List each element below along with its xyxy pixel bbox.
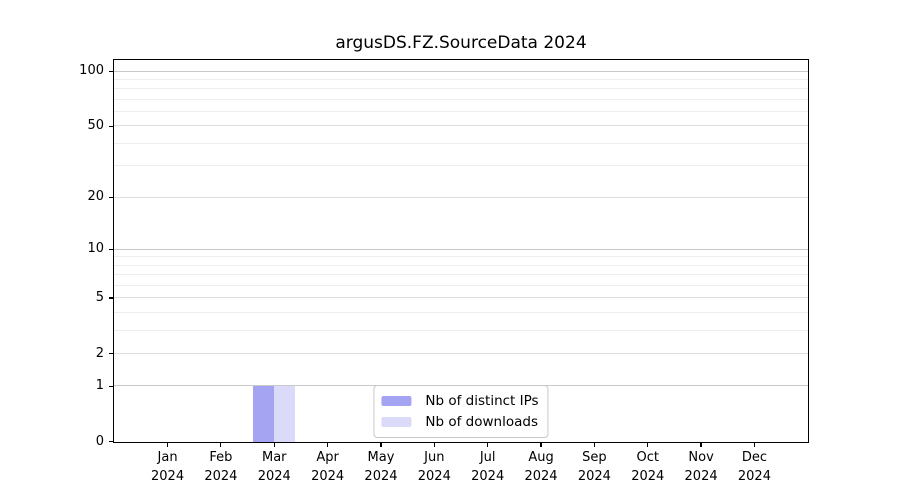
- y-tick-mark: [109, 70, 113, 72]
- y-gridline-minor: [114, 284, 808, 286]
- x-axis-tick-label: Jul 2024: [456, 449, 520, 487]
- x-tick-month: Nov: [688, 450, 714, 465]
- x-tick-month: Jun: [424, 450, 445, 465]
- y-gridline-minor: [114, 256, 808, 258]
- x-tick-month: Mar: [261, 450, 287, 465]
- x-tick-mark: [487, 443, 489, 447]
- x-tick-mark: [647, 443, 649, 447]
- plot-area: Nb of distinct IPs Nb of downloads: [113, 59, 809, 443]
- legend-swatch: [381, 396, 412, 406]
- x-axis-tick-label: Jun 2024: [402, 449, 466, 487]
- x-axis-tick-label: Feb 2024: [189, 449, 253, 487]
- y-gridline: [114, 248, 808, 250]
- y-tick-mark: [109, 441, 113, 443]
- y-gridline-minor: [114, 142, 808, 144]
- x-axis-tick-label: Sep 2024: [562, 449, 626, 487]
- legend-item-label: Nb of distinct IPs: [425, 393, 539, 409]
- y-axis-tick-label: 0: [95, 433, 104, 449]
- y-tick-mark: [109, 353, 113, 355]
- y-gridline: [114, 297, 808, 299]
- y-gridline-minor: [114, 111, 808, 113]
- y-gridline: [114, 196, 808, 198]
- x-tick-mark: [327, 443, 329, 447]
- y-tick-mark: [109, 248, 113, 250]
- x-axis-tick-label: Jan 2024: [136, 449, 200, 487]
- y-axis-tick-label: 1: [95, 378, 104, 394]
- y-gridline: [114, 352, 808, 354]
- x-tick-mark: [273, 443, 275, 447]
- x-tick-month: Apr: [316, 450, 339, 465]
- x-tick-year: 2024: [364, 468, 398, 484]
- x-tick-mark: [593, 443, 595, 447]
- x-axis-tick-label: Apr 2024: [296, 449, 360, 487]
- y-axis-tick-label: 50: [87, 118, 104, 134]
- x-tick-mark: [753, 443, 756, 447]
- x-tick-year: 2024: [577, 468, 611, 484]
- chart-title: argusDS.FZ.SourceData 2024: [335, 33, 587, 53]
- x-tick-year: 2024: [151, 468, 185, 484]
- x-tick-month: Jan: [157, 450, 178, 465]
- x-tick-year: 2024: [631, 468, 665, 484]
- x-tick-year: 2024: [204, 468, 238, 484]
- x-tick-mark: [220, 443, 222, 447]
- x-tick-mark: [433, 443, 435, 447]
- x-tick-year: 2024: [257, 468, 291, 484]
- x-tick-year: 2024: [417, 468, 451, 484]
- y-gridline-minor: [114, 88, 808, 90]
- y-gridline-minor: [114, 264, 808, 266]
- x-tick-month: Oct: [636, 450, 659, 465]
- x-axis-tick-label: Nov 2024: [669, 449, 733, 487]
- y-gridline-minor: [114, 78, 808, 80]
- y-gridline-minor: [114, 311, 808, 313]
- y-axis-tick-label: 20: [87, 189, 104, 205]
- x-axis-tick-label: Dec 2024: [722, 449, 786, 487]
- x-tick-mark: [700, 443, 702, 447]
- x-tick-month: Feb: [209, 450, 233, 465]
- x-tick-mark: [166, 443, 169, 447]
- y-gridline-minor: [114, 165, 808, 167]
- y-gridline-minor: [114, 274, 808, 276]
- legend: Nb of distinct IPs Nb of downloads: [373, 385, 549, 438]
- y-tick-mark: [109, 385, 113, 387]
- x-tick-year: 2024: [311, 468, 345, 484]
- bar-downloads: [274, 385, 296, 442]
- x-tick-month: Sep: [582, 450, 607, 465]
- y-tick-mark: [109, 125, 113, 127]
- legend-swatch: [381, 417, 412, 427]
- x-tick-mark: [540, 443, 542, 447]
- x-tick-year: 2024: [524, 468, 558, 484]
- x-axis-tick-label: May 2024: [349, 449, 413, 487]
- legend-item-label: Nb of downloads: [425, 414, 538, 430]
- y-gridline: [114, 70, 808, 72]
- x-tick-month: Jul: [479, 450, 496, 465]
- legend-item: Nb of downloads: [381, 414, 538, 430]
- x-tick-mark: [380, 443, 382, 447]
- y-tick-mark: [109, 297, 113, 299]
- x-tick-month: May: [367, 450, 395, 465]
- legend-item: Nb of distinct IPs: [381, 393, 539, 409]
- y-axis-tick-label: 100: [79, 63, 104, 79]
- bar-distinct-ips: [252, 385, 275, 442]
- x-tick-year: 2024: [684, 468, 718, 484]
- x-axis-tick-label: Oct 2024: [616, 449, 680, 487]
- y-axis-tick-label: 5: [95, 289, 104, 305]
- y-axis-tick-label: 10: [87, 241, 104, 257]
- x-axis-tick-label: Aug 2024: [509, 449, 573, 487]
- x-tick-year: 2024: [471, 468, 505, 484]
- y-axis-tick-label: 2: [95, 345, 104, 361]
- x-tick-month: Dec: [741, 450, 768, 465]
- y-gridline-minor: [114, 329, 808, 331]
- y-gridline: [114, 125, 808, 127]
- y-tick-mark: [109, 196, 113, 198]
- x-tick-month: Aug: [528, 450, 554, 465]
- x-tick-year: 2024: [737, 468, 771, 484]
- y-gridline-minor: [114, 98, 808, 100]
- x-axis-tick-label: Mar 2024: [242, 449, 306, 487]
